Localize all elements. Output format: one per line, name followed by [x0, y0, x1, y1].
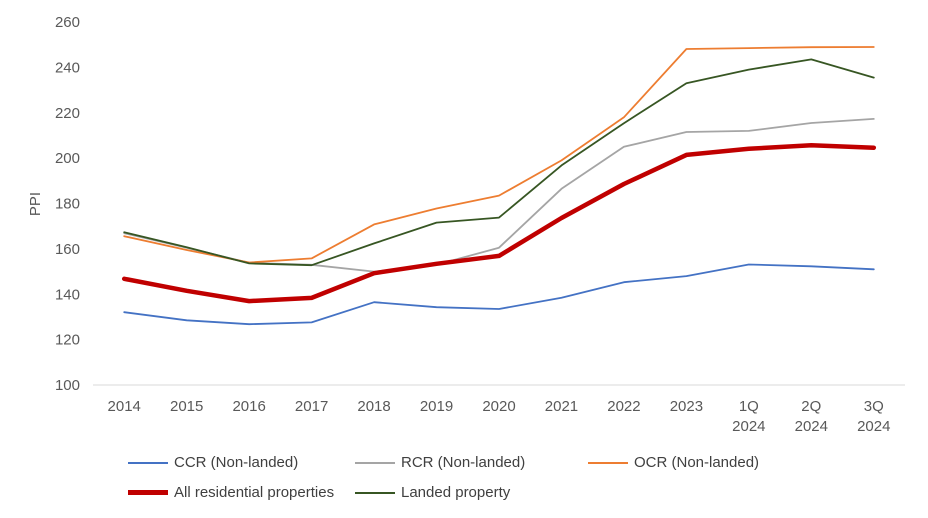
y-tick-label: 180 — [55, 196, 80, 213]
x-tick-label: 2017 — [295, 398, 328, 415]
legend-item: Landed property — [355, 484, 510, 501]
legend-label: Landed property — [401, 484, 511, 501]
legend-item: RCR (Non-landed) — [355, 454, 525, 471]
y-axis-label: PPI — [27, 192, 44, 216]
series-layer — [121, 46, 877, 326]
x-tick-label: 2Q 2024 — [795, 398, 828, 435]
x-axis: 2014 2015 2016 2017 2018 2019 2020 2021 2022 2023… — [93, 384, 905, 435]
legend-item: OCR (Non-landed) — [588, 454, 759, 471]
x-tick-label: 2023 — [670, 398, 703, 415]
legend-label: CCR (Non-landed) — [174, 454, 299, 471]
legend-item: CCR (Non-landed) — [128, 454, 298, 471]
series-line-all-residential-properties — [121, 142, 877, 304]
x-tick-label: 2022 — [607, 398, 640, 415]
y-tick-label: 120 — [55, 332, 80, 349]
legend-swatch — [128, 490, 168, 495]
x-tick-label: 2018 — [357, 398, 390, 415]
legend-swatch — [588, 461, 628, 464]
x-tick-label: 2020 — [482, 398, 515, 415]
y-tick-label: 160 — [55, 241, 80, 258]
y-tick-label: 220 — [55, 105, 80, 122]
legend-swatch — [128, 461, 168, 464]
y-tick-label: 200 — [55, 150, 80, 167]
x-tick-label: 3Q 2024 — [857, 398, 890, 435]
legend: CCR (Non-landed) RCR (Non-landed) OCR (Non… — [0, 448, 928, 518]
x-tick-label: 1Q 2024 — [732, 398, 765, 435]
x-tick-label: 2021 — [545, 398, 578, 415]
legend-swatch — [355, 461, 395, 464]
y-tick-label: 140 — [55, 286, 80, 303]
x-tick-label: 2016 — [232, 398, 265, 415]
y-tick-label: 260 — [55, 14, 80, 31]
y-axis: 100 120 140 160 180 200 220 240 260 — [55, 14, 80, 394]
legend-label: OCR (Non-landed) — [634, 454, 760, 471]
legend-label: RCR (Non-landed) — [401, 454, 526, 471]
legend-label: All residential properties — [174, 484, 335, 501]
series-line-landed-property — [123, 58, 875, 267]
series-line-ccr-non-landed — [123, 263, 875, 326]
series-line-ocr-non-landed — [123, 46, 875, 264]
x-tick-label: 2019 — [420, 398, 453, 415]
legend-swatch — [355, 491, 395, 494]
line-chart: 100 120 140 160 180 200 220 240 260 PPI 2014 2015… — [27, 14, 905, 435]
y-tick-label: 100 — [55, 377, 80, 394]
legend-item: All residential properties — [128, 484, 334, 501]
x-tick-label: 2015 — [170, 398, 203, 415]
y-tick-label: 240 — [55, 59, 80, 76]
x-tick-label: 2014 — [108, 398, 141, 415]
